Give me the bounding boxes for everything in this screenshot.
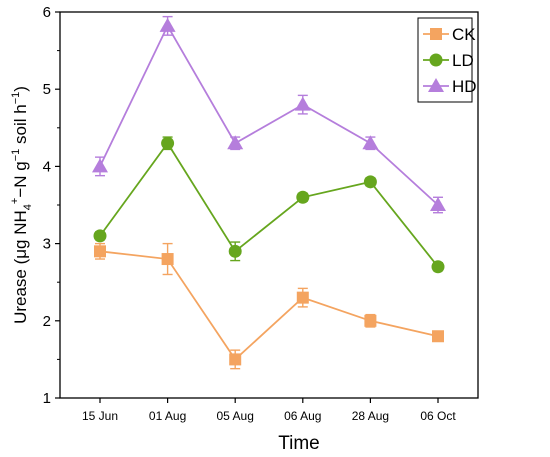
data-point-ld [161,136,175,150]
x-tick-label: 06 Aug [284,409,321,423]
series-ld [93,136,445,274]
legend-label-hd: HD [452,77,477,96]
data-point-ck [94,245,106,258]
series-line-ld [99,141,439,268]
data-point-ck [432,330,444,343]
x-tick-label: 15 Jun [82,409,118,423]
y-tick-label: 3 [43,236,51,253]
data-point-ld [431,260,445,274]
y-tick-label: 4 [43,158,51,175]
series-layer [92,15,446,370]
data-point-ld [296,190,310,204]
series-line-ck [99,250,439,361]
y-tick-label: 5 [43,81,51,98]
x-tick-label: 01 Aug [149,409,186,423]
x-axis: 15 Jun 01 Aug 05 Aug 06 Aug 28 Aug 06 Oct [82,398,456,423]
data-point-ck [229,353,242,366]
y-tick-label: 2 [43,313,51,330]
data-point-hd [159,17,176,32]
data-point-hd [227,135,244,150]
y-label-sup-minus1: −1 [10,149,22,162]
x-tick-label: 06 Oct [420,409,456,423]
y-label-mid2: soil h [11,104,30,148]
x-tick-label: 05 Aug [217,409,254,423]
data-point-ck [364,314,377,327]
series-ck [94,242,444,370]
y-axis-label: Urease (μg NH4+−N g−1 soil h−1) [9,86,34,324]
data-point-hd [362,135,379,150]
legend-label-ld: LD [452,51,474,70]
data-point-ld [228,244,242,258]
legend-marker-ck [430,28,442,40]
data-point-ld [93,229,107,243]
y-label-suffix: ) [11,86,30,92]
data-point-hd [430,197,446,211]
legend-marker-ld [429,53,443,67]
data-point-hd [92,158,108,173]
legend: CK LD HD [417,17,477,103]
y-axis: 1 2 3 4 5 6 [43,4,60,407]
data-point-ld [363,175,377,189]
x-tick-label: 28 Aug [352,409,389,423]
y-tick-label: 6 [43,4,51,21]
legend-label-ck: CK [452,25,476,44]
y-label-sub-4: 4 [22,204,34,210]
legend-marker-hd [428,78,444,92]
series-line-hd [99,23,439,206]
data-point-hd [294,96,311,111]
data-point-ck [161,253,174,266]
y-label-sup-minus1b: −1 [10,92,22,105]
y-tick-label: 1 [43,390,51,407]
y-label-prefix: Urease (μg NH [11,210,30,324]
x-axis-label: Time [278,433,320,454]
y-label-sup-plus: + [9,198,21,204]
data-point-ck [296,291,309,304]
y-label-mid: −N g [11,161,30,197]
series-hd [92,15,446,214]
